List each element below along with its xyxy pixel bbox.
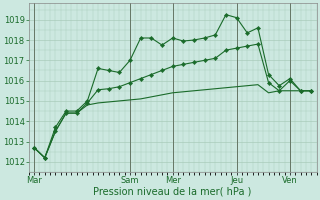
X-axis label: Pression niveau de la mer( hPa ): Pression niveau de la mer( hPa ) xyxy=(93,187,252,197)
